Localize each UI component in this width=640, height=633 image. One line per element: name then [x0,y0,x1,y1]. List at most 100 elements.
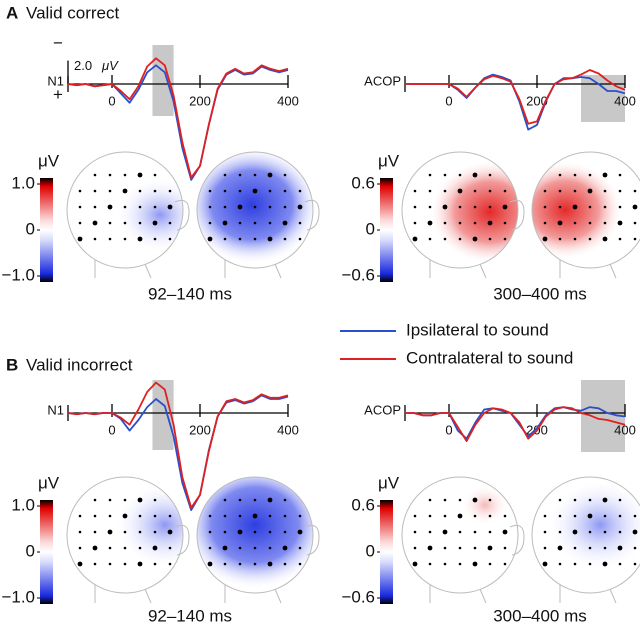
colorbar-tick-label: −0.6 [341,587,375,606]
electrode [283,562,287,566]
electrode [138,514,142,518]
electrode [268,189,272,193]
electrode [488,530,492,534]
waveform [67,57,289,179]
electrode [238,173,242,177]
topo-fill [549,481,640,569]
electrode [123,221,127,225]
electrode [222,545,228,551]
electrode [442,204,448,210]
electrode [123,530,127,534]
legend-label: Ipsilateral to sound [406,320,549,339]
electrode [573,237,577,241]
electrode [618,498,622,502]
electrode [253,498,257,502]
electrode [588,562,592,566]
electrode [472,236,478,242]
waveform [405,406,626,443]
electrode [93,173,97,177]
electrode [428,205,432,209]
electrode [633,514,637,518]
x-tick-label: 0 [108,422,115,437]
electrode [168,221,172,225]
electrode [107,529,113,535]
electrode [618,173,622,177]
electrode [587,188,593,194]
electrode [443,546,447,550]
electrode [428,498,432,502]
panel-letter: B [6,355,18,374]
electrode [588,221,592,225]
electrode [633,189,637,193]
electrode [588,546,592,550]
electrode [473,189,477,193]
colorbar [40,178,53,282]
electrode [427,545,433,551]
electrode [412,561,418,567]
electrode [473,546,477,550]
electrode [167,529,173,535]
electrode [587,513,593,519]
electrode [77,561,83,567]
electrode [298,189,302,193]
electrode [78,546,82,550]
electrode [238,562,242,566]
electrode [93,498,97,502]
electrode [253,221,257,225]
electrode [108,546,112,550]
electrode [268,205,272,209]
electrode [428,173,432,177]
electrode [222,220,228,226]
electrode [223,498,227,502]
electrode [427,220,433,226]
electrode [123,237,127,241]
electrode [123,498,127,502]
electrode [253,173,257,177]
colorbar-tick-label: 0 [26,541,35,560]
electrode [238,237,242,241]
scale-bar-unit: μV [101,58,119,73]
electrode [108,514,112,518]
electrode [487,220,493,226]
electrode [108,237,112,241]
head-outline [66,151,184,269]
electrode [603,189,607,193]
electrode [298,221,302,225]
head-outline [401,151,519,269]
electrode [223,205,227,209]
electrode [252,513,258,519]
analysis-window [152,380,174,450]
electrode [93,237,97,241]
electrode [298,562,302,566]
electrode [412,236,418,242]
electrode [152,220,158,226]
electrode [633,237,637,241]
electrode [503,189,507,193]
electrode [443,514,447,518]
electrode [502,529,508,535]
electrode [153,530,157,534]
electrode [223,562,227,566]
colorbar-tick-label: −1.0 [1,587,35,606]
colorbar-tick-label: 0 [26,219,35,238]
electrode [542,561,548,567]
electrode [168,189,172,193]
electrode [603,514,607,518]
waveform [405,69,626,125]
electrode [207,236,213,242]
x-tick-label: 0 [445,422,452,437]
electrode [223,237,227,241]
colorbar-tick-label: 0 [366,541,375,560]
electrode [93,530,97,534]
electrode [502,204,508,210]
colorbar-tick-label: −1.0 [1,265,35,284]
electrode [122,188,128,194]
x-tick-label: 0 [445,93,452,108]
electrode [558,205,562,209]
window-label: 92–140 ms [148,284,232,303]
polarity-negative: − [53,34,63,53]
electrode [168,237,172,241]
colorbar-unit: μV [38,473,60,492]
electrode [137,497,143,503]
